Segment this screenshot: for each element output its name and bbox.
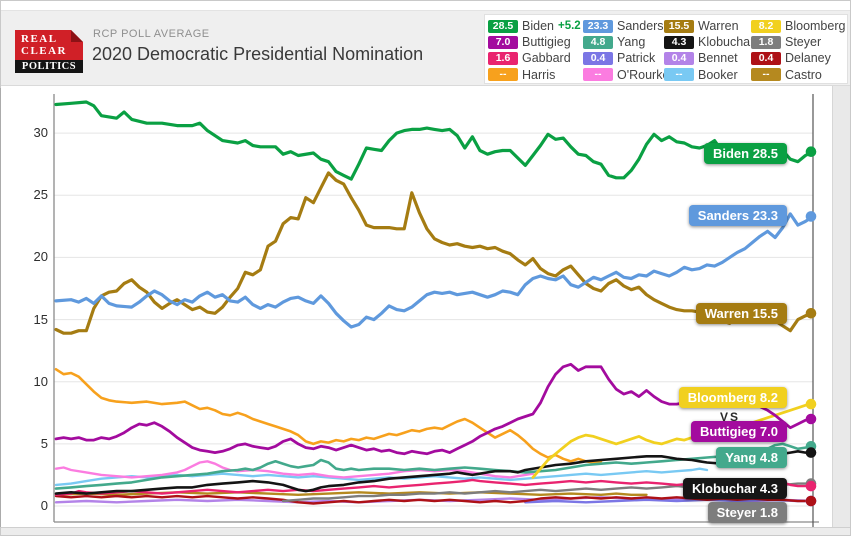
legend-label-bennet: Bennet [698, 51, 738, 66]
vs-watermark: VS [720, 410, 741, 424]
logo-text-politics: POLITICS [21, 61, 77, 72]
chart-end-label-sanders[interactable]: Sanders 23.3 [688, 205, 787, 226]
legend-label-sanders: Sanders [617, 19, 664, 34]
end-dot-delaney [805, 495, 817, 507]
legend-swatch-warren: 15.5 [664, 19, 694, 33]
y-axis-tick-0: 0 [40, 498, 48, 513]
legend-swatch-harris: -- [488, 68, 518, 82]
chart-kicker: RCP POLL AVERAGE [93, 28, 210, 40]
legend-label-orourke: O'Rourke [617, 67, 670, 82]
end-dot-sanders [805, 211, 817, 222]
page-title: 2020 Democratic Presidential Nomination [92, 44, 424, 64]
legend-label-castro: Castro [785, 67, 822, 82]
legend-label-harris: Harris [522, 67, 556, 82]
legend-item-bloomberg[interactable]: 8.2 Bloomberg [751, 19, 847, 33]
end-dot-buttigieg [805, 413, 817, 425]
end-dot-biden [805, 146, 817, 157]
chart-end-label-bloomberg[interactable]: Bloomberg 8.2 [678, 387, 787, 408]
legend-item-bennet[interactable]: 0.4 Bennet [664, 51, 751, 65]
legend-swatch-biden: 28.5 [488, 19, 518, 33]
legend-swatch-booker: -- [664, 68, 694, 82]
legend-swatch-sanders: 23.3 [583, 19, 613, 33]
legend-label-steyer: Steyer [785, 35, 822, 50]
legend: 28.5 Biden +5.2 23.3 Sanders 15.5 Warren 8.2… [484, 14, 848, 84]
legend-item-biden[interactable]: 28.5 Biden +5.2 [488, 19, 583, 33]
logo-text-clear: CLEAR [21, 45, 68, 57]
chart-content-area: 0 5 10 15 20 25 30 VS Biden 28.5 Sanders 23.3 Wa… [0, 86, 850, 535]
legend-swatch-gabbard: 1.6 [488, 51, 518, 65]
legend-item-castro[interactable]: -- Castro [751, 68, 847, 82]
legend-item-orourke[interactable]: -- O'Rourke [583, 68, 669, 82]
legend-swatch-klobuchar: 4.3 [664, 35, 694, 49]
legend-label-delaney: Delaney [785, 51, 831, 66]
poll-trend-chart[interactable] [18, 88, 834, 529]
legend-swatch-castro: -- [751, 68, 781, 82]
legend-item-patrick[interactable]: 0.4 Patrick [583, 51, 664, 65]
legend-item-sanders[interactable]: 23.3 Sanders [583, 19, 664, 33]
chart-panel[interactable]: 0 5 10 15 20 25 30 VS Biden 28.5 Sanders 23.3 Wa… [18, 88, 834, 529]
legend-swatch-orourke: -- [583, 68, 613, 82]
right-gutter [832, 86, 850, 535]
legend-label-bloomberg: Bloomberg [785, 19, 846, 34]
page-header: REAL CLEAR POLITICS RCP POLL AVERAGE 202… [1, 10, 850, 86]
legend-swatch-yang: 4.8 [583, 35, 613, 49]
chart-end-label-steyer[interactable]: Steyer 1.8 [707, 502, 787, 523]
legend-item-delaney[interactable]: 0.4 Delaney [751, 51, 847, 65]
legend-swatch-steyer: 1.8 [751, 35, 781, 49]
end-dot-klobuchar [805, 447, 817, 458]
legend-label-yang: Yang [617, 35, 646, 50]
legend-delta-biden: +5.2 [557, 20, 581, 33]
y-axis-tick-30: 30 [33, 125, 48, 141]
end-dot-warren [805, 308, 817, 319]
legend-label-warren: Warren [698, 19, 739, 34]
legend-label-patrick: Patrick [617, 51, 656, 66]
legend-item-booker[interactable]: -- Booker [664, 68, 751, 82]
legend-label-gabbard: Gabbard [522, 51, 571, 66]
y-axis-tick-15: 15 [33, 311, 48, 327]
chart-end-label-yang[interactable]: Yang 4.8 [716, 447, 787, 468]
y-axis-tick-20: 20 [33, 249, 48, 265]
end-dot-gabbard [805, 480, 817, 492]
rcp-logo-shape [15, 30, 83, 73]
legend-swatch-buttigieg: 7.0 [488, 35, 518, 49]
legend-label-booker: Booker [698, 67, 738, 82]
rcp-logo[interactable]: REAL CLEAR POLITICS [15, 30, 83, 73]
legend-label-biden: Biden [522, 19, 554, 34]
legend-swatch-delaney: 0.4 [751, 51, 781, 65]
legend-item-steyer[interactable]: 1.8 Steyer [751, 35, 847, 49]
legend-swatch-patrick: 0.4 [583, 51, 613, 65]
legend-label-klobuchar: Klobuchar [698, 35, 755, 50]
logo-text-real: REAL [21, 33, 58, 45]
bottom-gutter [1, 527, 850, 535]
legend-item-harris[interactable]: -- Harris [488, 68, 583, 82]
legend-item-gabbard[interactable]: 1.6 Gabbard [488, 51, 583, 65]
y-axis-tick-10: 10 [33, 373, 48, 389]
legend-item-warren[interactable]: 15.5 Warren [664, 19, 751, 33]
chart-end-label-biden[interactable]: Biden 28.5 [703, 143, 787, 164]
panel-left-shadow [0, 88, 1, 527]
legend-item-yang[interactable]: 4.8 Yang [583, 35, 664, 49]
chart-end-label-warren[interactable]: Warren 15.5 [695, 303, 787, 324]
legend-item-buttigieg[interactable]: 7.0 Buttigieg [488, 35, 583, 49]
end-dot-bloomberg [805, 398, 817, 410]
y-axis-tick-5: 5 [40, 435, 48, 451]
chart-end-label-klobuchar[interactable]: Klobuchar 4.3 [683, 478, 787, 499]
y-axis-tick-25: 25 [33, 187, 48, 203]
legend-item-klobuchar[interactable]: 4.3 Klobuchar [664, 35, 755, 50]
chart-end-label-buttigieg[interactable]: Buttigieg 7.0 [690, 421, 787, 442]
legend-swatch-bennet: 0.4 [664, 51, 694, 65]
legend-swatch-bloomberg: 8.2 [751, 19, 781, 33]
legend-label-buttigieg: Buttigieg [522, 35, 571, 50]
